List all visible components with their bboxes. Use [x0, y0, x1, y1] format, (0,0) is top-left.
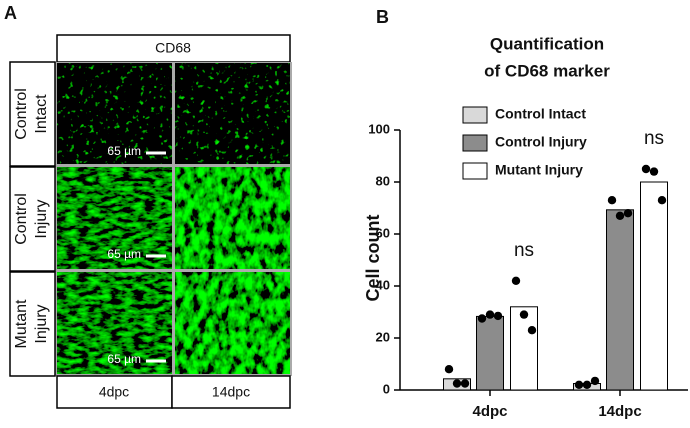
legend-swatch [462, 106, 488, 124]
scale-bar-label: 65 µm [107, 247, 141, 261]
y-tick-label: 100 [368, 121, 390, 136]
y-tick-label: 40 [376, 277, 390, 292]
data-point [477, 314, 487, 323]
column-label-box [56, 375, 173, 409]
data-point [657, 196, 667, 205]
legend-label: Mutant Injury [495, 162, 583, 178]
x-tick-label: 4dpc [472, 403, 507, 420]
scale-bar-label: 65 µm [107, 144, 141, 158]
x-tick-label: 14dpc [598, 403, 641, 420]
bar [606, 209, 634, 391]
column-header: CD68 [155, 40, 191, 56]
data-point [485, 310, 495, 319]
data-point [519, 310, 529, 319]
row-label-box [9, 61, 56, 167]
data-point [452, 379, 462, 388]
scale-bar-label: 65 µm [107, 352, 141, 366]
column-label: 4dpc [99, 384, 129, 400]
data-point [649, 167, 659, 176]
image [175, 63, 290, 164]
row-label: Injury [33, 304, 50, 343]
row-label: Control [13, 193, 30, 245]
image [175, 167, 290, 269]
data-point [615, 211, 625, 220]
image [175, 272, 290, 374]
bar [510, 306, 538, 391]
data-point [511, 276, 521, 285]
data-point [590, 376, 600, 386]
y-tick-label: 60 [376, 225, 390, 240]
data-point [623, 209, 633, 218]
panel-label: A [4, 3, 17, 23]
row-label: Intact [33, 94, 50, 134]
row-label: Mutant [13, 299, 30, 348]
y-tick-label: 80 [376, 173, 390, 188]
legend-swatch [462, 162, 488, 180]
chart-title: of CD68 marker [484, 61, 610, 80]
data-point [527, 326, 537, 335]
row-label: Injury [33, 199, 50, 238]
bar [476, 315, 504, 391]
annotation: ns [514, 240, 534, 261]
data-point [444, 365, 454, 374]
annotation: ns [644, 128, 664, 149]
image [57, 167, 172, 269]
data-point [460, 379, 470, 388]
row-label-box [9, 166, 56, 272]
image [57, 272, 172, 374]
bar [640, 181, 668, 391]
image [57, 63, 172, 164]
data-point [493, 311, 503, 321]
y-tick-label: 0 [383, 381, 390, 396]
panel-label: B [376, 7, 389, 27]
header-box [56, 34, 291, 63]
data-point [641, 164, 651, 174]
data-point [582, 380, 592, 389]
legend-label: Control Injury [495, 134, 587, 150]
data-point [607, 196, 617, 205]
row-label-box [9, 271, 56, 377]
chart-title: Quantification [490, 34, 604, 53]
column-label: 14dpc [212, 384, 250, 400]
y-axis-label: Cell count [363, 214, 383, 301]
y-tick-label: 20 [376, 329, 390, 344]
legend-label: Control Intact [495, 106, 586, 122]
row-label: Control [13, 88, 30, 140]
column-label-box [171, 375, 291, 409]
data-point [574, 380, 584, 389]
legend-swatch [462, 134, 488, 152]
